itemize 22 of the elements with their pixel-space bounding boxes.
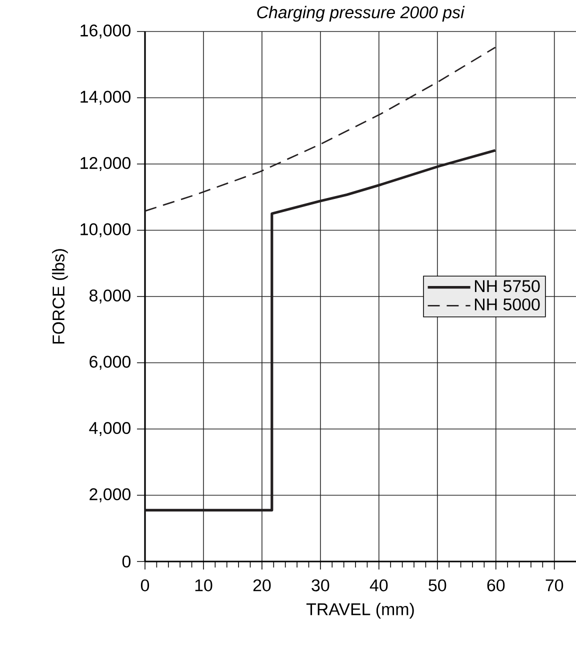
x-tick-label: 70 xyxy=(546,579,564,592)
legend-label: NH 5750 xyxy=(474,280,540,292)
y-tick-label: 6,000 xyxy=(90,356,130,370)
x-tick-label: 40 xyxy=(370,579,388,592)
chart-title: Charging pressure 2000 psi xyxy=(257,6,465,22)
x-tick-label: 60 xyxy=(487,579,505,592)
x-tick-label: 30 xyxy=(312,579,330,592)
x-tick-label: 0 xyxy=(140,579,150,592)
legend-label: NH 5000 xyxy=(474,298,540,310)
y-tick-label: 2,000 xyxy=(90,488,130,502)
y-tick-label: 16,000 xyxy=(80,24,130,38)
x-tick-label: 50 xyxy=(428,579,446,592)
x-tick-label: 20 xyxy=(253,579,271,592)
y-axis-title: FORCE (lbs) xyxy=(52,249,68,344)
y-tick-label: 0 xyxy=(122,555,130,568)
y-tick-label: 14,000 xyxy=(80,90,130,105)
x-axis-title: TRAVEL (mm) xyxy=(306,602,414,619)
x-tick-label: 10 xyxy=(195,579,212,592)
y-tick-label: 10,000 xyxy=(80,223,130,238)
y-tick-label: 4,000 xyxy=(89,422,130,436)
y-tick-label: 12,000 xyxy=(80,156,130,171)
y-tick-label: 8,000 xyxy=(90,289,130,304)
